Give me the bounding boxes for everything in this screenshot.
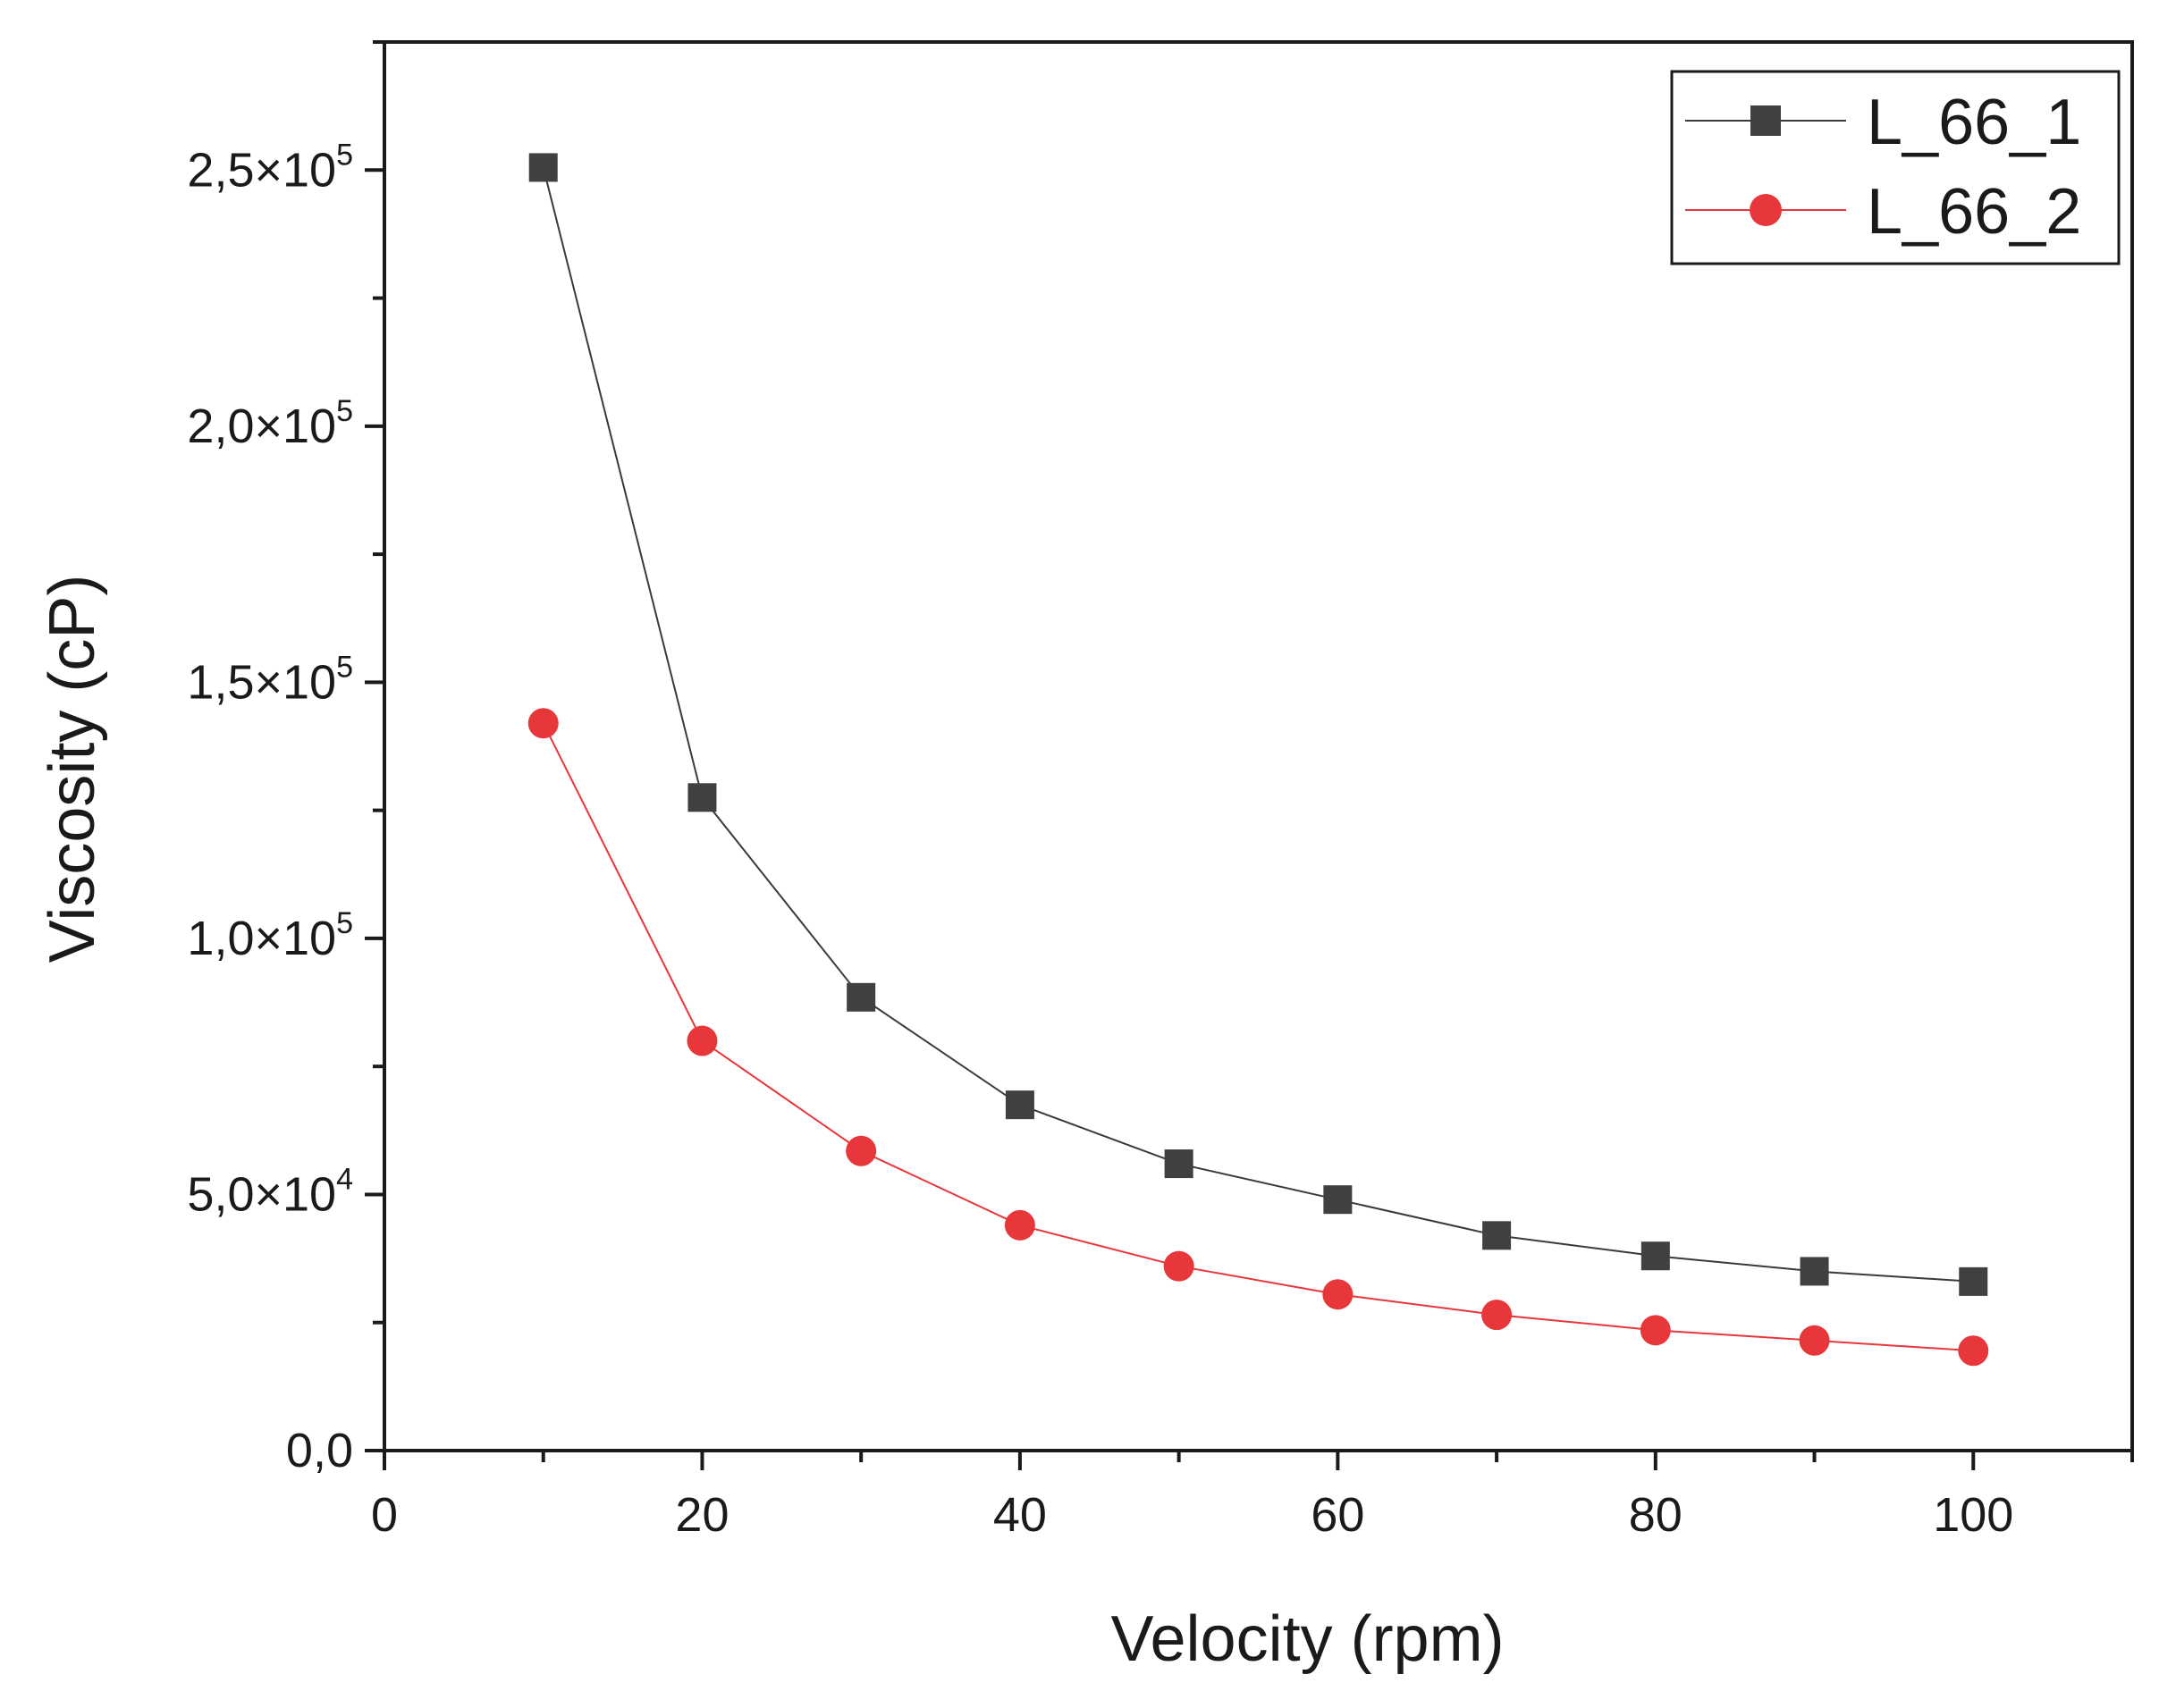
data-point — [1958, 1335, 1989, 1367]
legend-square-marker-icon — [1750, 105, 1781, 136]
legend-circle-marker-icon — [1750, 194, 1782, 226]
y-tick-label: 2,5×105 — [187, 138, 353, 197]
legend-label: L_66_2 — [1867, 176, 2081, 248]
data-point — [1481, 1300, 1513, 1331]
data-point — [1005, 1090, 1034, 1120]
data-point — [687, 783, 717, 812]
x-tick-label: 100 — [1933, 1488, 2013, 1542]
y-tick-label: 5,0×104 — [187, 1162, 353, 1221]
x-tick-label: 80 — [1629, 1488, 1683, 1542]
x-axis-title: Velocity (rpm) — [1110, 1603, 1504, 1675]
data-point — [1164, 1149, 1193, 1179]
x-tick-label: 0 — [371, 1488, 398, 1542]
plot-series — [527, 153, 1989, 1367]
series-line — [542, 722, 1974, 1352]
data-point — [687, 1025, 718, 1056]
legend-box — [1670, 70, 2121, 265]
data-point — [1800, 1257, 1829, 1286]
legend-entry: L_66_1 — [1685, 87, 2081, 158]
y-axis-title: Viscosity (cP) — [37, 575, 108, 963]
data-point — [1323, 1185, 1353, 1215]
tick-marks — [365, 40, 2134, 1470]
tick-labels: 0 20 40 60 80 100 0,0 5,0×104 1,0×105 1,5×105 2,0×… — [187, 138, 2013, 1542]
data-point — [847, 982, 876, 1012]
y-tick-label: 0,0 — [286, 1424, 353, 1477]
x-tick-label: 20 — [675, 1488, 729, 1542]
data-point — [528, 153, 558, 182]
data-point — [846, 1135, 877, 1166]
data-point — [527, 708, 559, 739]
data-point — [1163, 1250, 1194, 1282]
y-tick-label: 2,0×105 — [187, 394, 353, 453]
data-point — [1799, 1325, 1830, 1356]
data-point — [1640, 1241, 1670, 1271]
series-line — [542, 167, 1974, 1283]
data-point — [1322, 1279, 1354, 1310]
y-tick-label: 1,5×105 — [187, 650, 353, 709]
data-point — [1004, 1209, 1035, 1241]
x-tick-label: 60 — [1311, 1488, 1364, 1542]
y-tick-label: 1,0×105 — [187, 906, 353, 965]
data-point — [1482, 1221, 1512, 1250]
series-L_66_1 — [528, 153, 1988, 1296]
series-L_66_2 — [527, 708, 1989, 1367]
data-point — [1640, 1315, 1671, 1346]
legend: L_66_1 L_66_2 — [1670, 70, 2121, 265]
x-tick-label: 40 — [993, 1488, 1047, 1542]
data-point — [1959, 1266, 1988, 1296]
legend-label: L_66_1 — [1867, 87, 2081, 158]
legend-entry: L_66_2 — [1685, 176, 2081, 248]
plot-frame — [383, 40, 2134, 1452]
